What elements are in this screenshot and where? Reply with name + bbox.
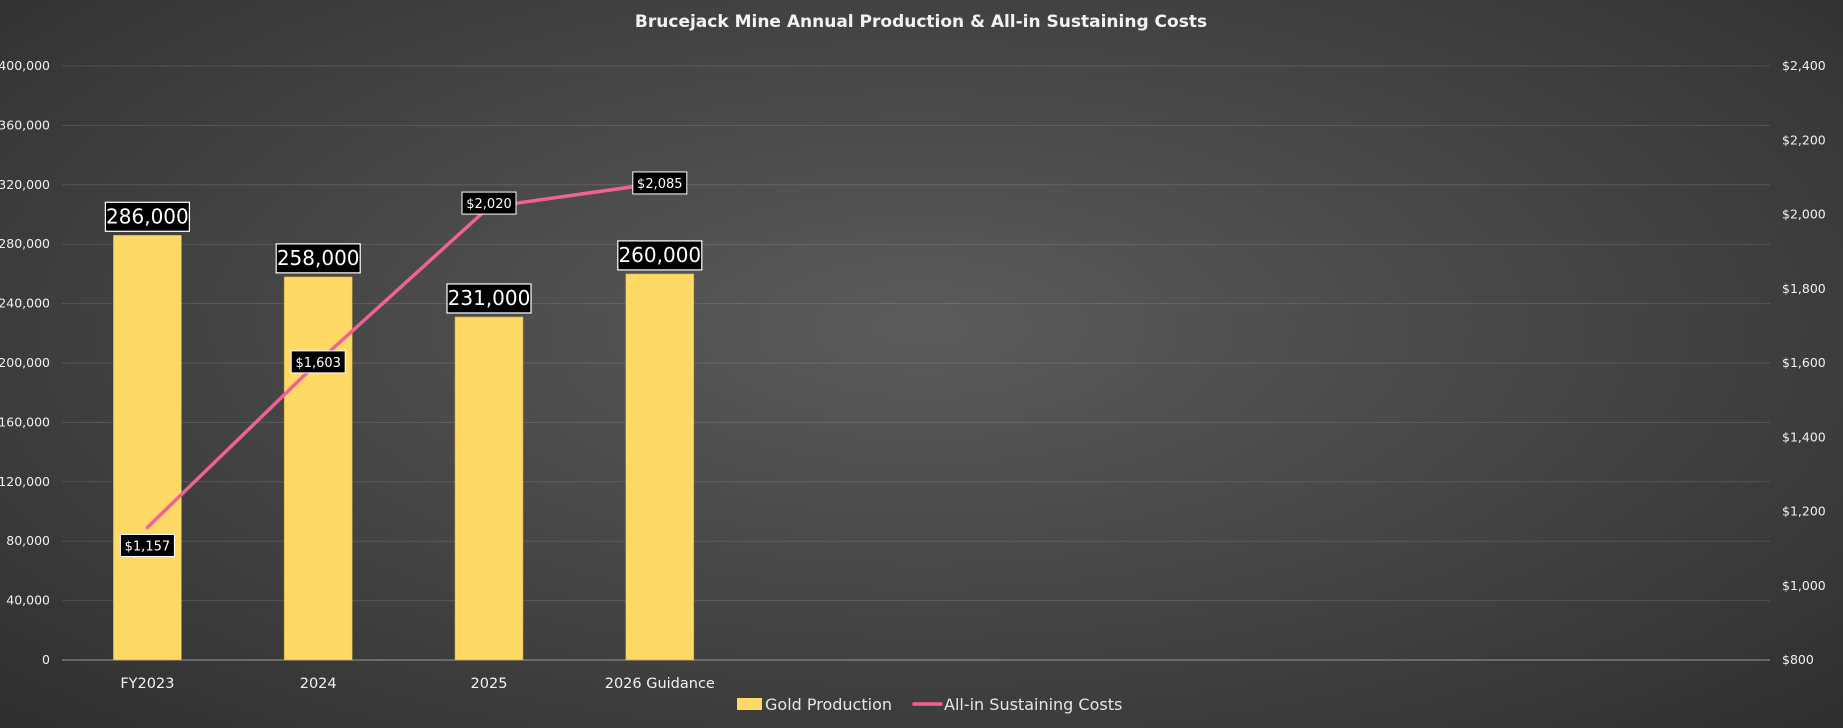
bar-label-box bbox=[104, 201, 191, 232]
category-label: 2025 bbox=[471, 676, 508, 692]
right-axis-tick-label: $2,400 bbox=[1782, 58, 1826, 73]
category-axis: FY2023 2024 2025 2026 Guidance bbox=[120, 676, 715, 692]
bar bbox=[625, 273, 695, 661]
right-axis-tick-label: $1,800 bbox=[1782, 281, 1826, 296]
category-label: 2026 Guidance bbox=[605, 676, 715, 692]
right-axis-tick-label: $1,400 bbox=[1782, 429, 1826, 444]
bar-label-box bbox=[446, 283, 532, 314]
line-series bbox=[145, 181, 662, 530]
left-axis-tick-label: 80,000 bbox=[6, 533, 50, 548]
right-axis-tick-label: $1,600 bbox=[1782, 355, 1826, 370]
chart-title: Brucejack Mine Annual Production & All-i… bbox=[635, 12, 1207, 32]
line-label-box bbox=[461, 191, 517, 215]
line-label-box bbox=[119, 533, 175, 557]
legend: Gold Production All-in Sustaining Costs bbox=[737, 695, 1122, 714]
line-data-label: $1,157 bbox=[125, 539, 171, 554]
left-axis-tick-label: 120,000 bbox=[0, 474, 50, 489]
bar-label-box bbox=[275, 243, 361, 274]
bar bbox=[113, 234, 182, 661]
bar-data-label: 260,000 bbox=[618, 243, 701, 267]
right-axis-tick-label: $1,000 bbox=[1782, 578, 1826, 593]
right-axis-tick-label: $2,200 bbox=[1782, 132, 1826, 147]
line-data-labels: $1,157 $1,603 $2,020 $2,085 bbox=[119, 171, 688, 557]
left-axis-tick-label: 280,000 bbox=[0, 236, 50, 251]
aisc-line bbox=[145, 181, 662, 530]
bar bbox=[283, 276, 353, 661]
legend-label-aisc: All-in Sustaining Costs bbox=[944, 695, 1122, 714]
right-axis: $800 $1,000 $1,200 $1,400 $1,600 $1,800 $2,000… bbox=[1782, 58, 1826, 667]
line-label-box bbox=[290, 350, 346, 374]
left-axis-tick-label: 200,000 bbox=[0, 355, 50, 370]
right-axis-tick-label: $1,200 bbox=[1782, 504, 1826, 519]
right-axis-tick-label: $800 bbox=[1782, 652, 1814, 667]
bar-data-label: 258,000 bbox=[277, 246, 360, 270]
line-data-label: $1,603 bbox=[295, 356, 341, 371]
left-axis-tick-label: 160,000 bbox=[0, 414, 50, 429]
bar-data-label: 286,000 bbox=[106, 204, 189, 228]
bar-series bbox=[113, 234, 695, 661]
bar-label-box bbox=[617, 240, 703, 271]
left-axis-tick-label: 0 bbox=[42, 652, 50, 667]
left-axis-tick-label: 400,000 bbox=[0, 58, 50, 73]
left-axis: 0 40,000 80,000 120,000 160,000 200,000 240,00… bbox=[0, 58, 50, 667]
line-data-label: $2,085 bbox=[637, 177, 683, 192]
left-axis-tick-label: 360,000 bbox=[0, 117, 50, 132]
left-axis-tick-label: 240,000 bbox=[0, 296, 50, 311]
bar-data-label: 231,000 bbox=[448, 286, 531, 310]
legend-label-gold-production: Gold Production bbox=[765, 695, 892, 714]
bar-data-labels: 286,000 258,000 231,000 260,000 bbox=[104, 201, 703, 314]
right-axis-tick-label: $2,000 bbox=[1782, 207, 1826, 222]
legend-swatch-gold-production bbox=[737, 698, 762, 710]
line-data-label: $2,020 bbox=[466, 197, 512, 212]
left-axis-tick-label: 320,000 bbox=[0, 177, 50, 192]
category-label: FY2023 bbox=[120, 676, 174, 692]
line-label-box bbox=[632, 171, 688, 195]
left-axis-tick-label: 40,000 bbox=[6, 593, 50, 608]
bar bbox=[454, 316, 524, 661]
category-label: 2024 bbox=[300, 676, 337, 692]
